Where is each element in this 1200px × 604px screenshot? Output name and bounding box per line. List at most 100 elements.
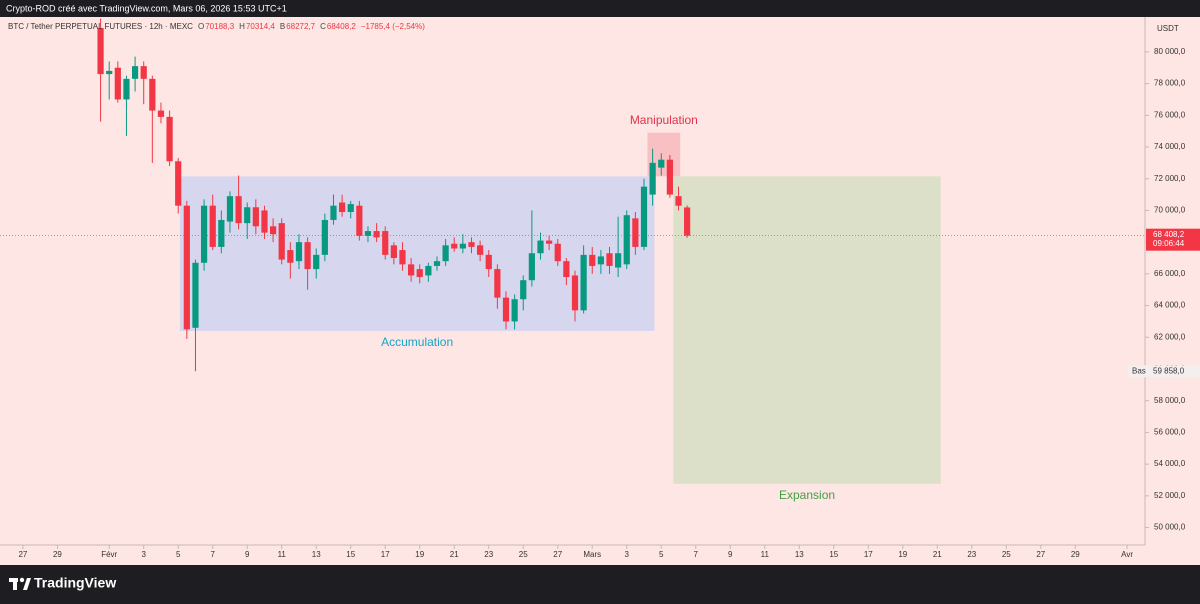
candle-body	[459, 243, 466, 249]
candle-body	[442, 245, 449, 262]
candle-body	[356, 205, 363, 236]
x-tick-label: 17	[864, 550, 873, 559]
candle-body	[494, 269, 501, 298]
ohlc-letter: C	[320, 22, 326, 31]
candle-body	[554, 243, 561, 262]
x-tick-label: 7	[210, 550, 215, 559]
y-tick-label: 78 000,0	[1154, 79, 1186, 88]
candle-body	[364, 231, 372, 236]
y-tick-label: 58 000,0	[1154, 396, 1186, 405]
x-tick-label: 15	[829, 550, 838, 559]
candle-body	[468, 242, 475, 247]
x-tick-label: 25	[519, 550, 528, 559]
symbol: BTC / Tether PERPETUAL FUTURES · 12h · M…	[8, 22, 193, 31]
x-tick-label: 21	[450, 550, 459, 559]
candle-body	[295, 242, 303, 262]
candle-body	[123, 78, 130, 100]
candle-body	[382, 231, 389, 255]
candle-body	[433, 261, 441, 266]
candle-body	[261, 210, 268, 233]
candle-body	[390, 245, 397, 259]
candle-body	[304, 242, 311, 270]
logo-part	[19, 577, 25, 583]
ohlc-letter: O	[198, 22, 204, 31]
candle-body	[451, 243, 458, 249]
low-marker-box	[1128, 365, 1200, 378]
candle-body	[684, 207, 691, 236]
brand-logo	[9, 577, 31, 590]
candle-body	[658, 159, 665, 168]
zone-label: Manipulation	[630, 113, 698, 127]
x-tick-label: 25	[1002, 550, 1011, 559]
candle-body	[338, 202, 346, 213]
x-tick-label: 13	[312, 550, 321, 559]
candle-body	[313, 254, 320, 270]
x-tick-label: 11	[278, 550, 287, 559]
x-tick-label: 15	[346, 550, 355, 559]
candle-body	[97, 28, 104, 75]
candle-body	[114, 67, 121, 100]
zone	[673, 176, 941, 484]
x-tick-label: 27	[553, 550, 562, 559]
author-title: Crypto-ROD créé avec TradingView.com, Ma…	[6, 3, 287, 13]
candle-body	[546, 240, 553, 244]
candle-body	[149, 78, 156, 111]
candle-body	[106, 70, 113, 75]
ohlc-value: 70188,3	[205, 22, 234, 31]
y-tick-label: 70 000,0	[1154, 206, 1186, 215]
logo-part	[13, 578, 17, 590]
ohlc-value: 68272,7	[286, 22, 315, 31]
candle-body	[589, 254, 596, 266]
candle-body	[192, 262, 199, 328]
y-tick-label: 62 000,0	[1154, 332, 1186, 341]
candle-body	[416, 269, 423, 278]
candle-body	[183, 205, 190, 330]
zones: Accumulation Manipulation Expansion	[179, 113, 941, 502]
candle-body	[632, 218, 639, 247]
candle-body	[157, 110, 165, 117]
candle-body	[597, 256, 604, 265]
ohlc-letter: H	[239, 22, 245, 31]
y-tick-label: 64 000,0	[1154, 301, 1186, 310]
ohlc-letter: B	[280, 22, 285, 31]
candle-body	[623, 215, 630, 265]
candle-body	[166, 116, 173, 162]
x-tick-label: 23	[484, 550, 493, 559]
x-tick-label: 19	[898, 550, 907, 559]
zone-label: Accumulation	[381, 335, 453, 349]
y-tick-label: 66 000,0	[1154, 269, 1186, 278]
candle-body	[140, 66, 147, 79]
candle-body	[200, 205, 208, 263]
candle-body	[640, 186, 648, 247]
logo-part	[23, 578, 31, 590]
last-price-box	[1146, 228, 1200, 251]
candle-body	[408, 264, 415, 276]
x-tick-label: 9	[245, 550, 250, 559]
x-tick-label: 7	[694, 550, 699, 559]
ohlc-value: 68408,2	[327, 22, 356, 31]
x-tick-label: 19	[415, 550, 424, 559]
candle-body	[528, 253, 535, 281]
candle-body	[131, 66, 139, 79]
x-tick-label: 27	[1036, 550, 1045, 559]
candle-body	[244, 207, 251, 224]
ohlc-value: 70314,4	[246, 22, 275, 31]
candle-body	[520, 280, 527, 300]
x-tick-label: Avr	[1121, 550, 1133, 559]
candle-body	[615, 253, 622, 268]
x-tick-label: 13	[795, 550, 804, 559]
candle-body	[425, 265, 432, 276]
candle-body	[278, 223, 285, 260]
footer	[0, 565, 1200, 604]
candle-body	[218, 219, 225, 247]
brand-name[interactable]: TradingView	[34, 575, 116, 591]
x-tick-label: 23	[967, 550, 976, 559]
x-tick-label: 29	[53, 550, 62, 559]
candle-body	[502, 297, 510, 322]
x-tick-label: 3	[625, 550, 630, 559]
x-tick-label: 5	[659, 550, 664, 559]
candle-body	[373, 231, 380, 238]
candle-body	[330, 205, 337, 220]
low-marker-label: 59 858,0	[1153, 366, 1185, 375]
candle-body	[580, 254, 587, 311]
